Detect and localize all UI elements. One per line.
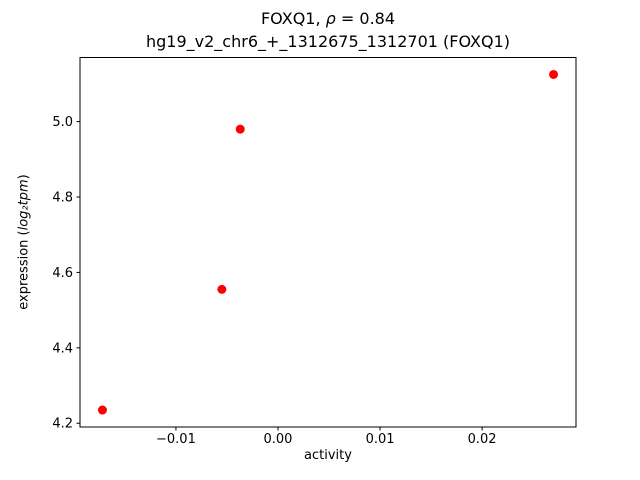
plot-frame	[79, 57, 577, 428]
chart-title-rho-value: = 0.84	[335, 9, 396, 28]
chart-title-gene: FOXQ1,	[260, 9, 326, 28]
x-tick-label: 0.01	[366, 432, 395, 447]
y-axis-label: expression (log₂tpm)	[17, 174, 32, 309]
chart-title-line1: FOXQ1, ρ = 0.84	[80, 9, 576, 28]
y-tick-label: 4.6	[52, 266, 73, 281]
chart-title-line2: hg19_v2_chr6_+_1312675_1312701 (FOXQ1)	[146, 32, 510, 51]
y-tick-label: 5.0	[52, 115, 73, 130]
x-tick-label: 0.00	[264, 432, 293, 447]
x-axis-label: activity	[304, 448, 352, 463]
y-axis-label-math: log₂tpm	[16, 179, 32, 231]
chart-title-rho-symbol: ρ	[325, 9, 336, 28]
scatter-point	[97, 405, 107, 415]
y-tick-label: 4.4	[52, 341, 73, 356]
x-tick-label: 0.02	[468, 432, 497, 447]
x-tick-label: −0.01	[156, 432, 196, 447]
y-axis-label-prefix: expression (	[16, 230, 32, 310]
scatter-point	[217, 284, 227, 294]
scatter-point	[549, 69, 559, 79]
y-tick-label: 4.2	[52, 417, 73, 432]
y-tick-label: 4.8	[52, 191, 73, 206]
scatter-point	[235, 124, 245, 134]
y-axis-label-suffix: )	[16, 174, 32, 180]
